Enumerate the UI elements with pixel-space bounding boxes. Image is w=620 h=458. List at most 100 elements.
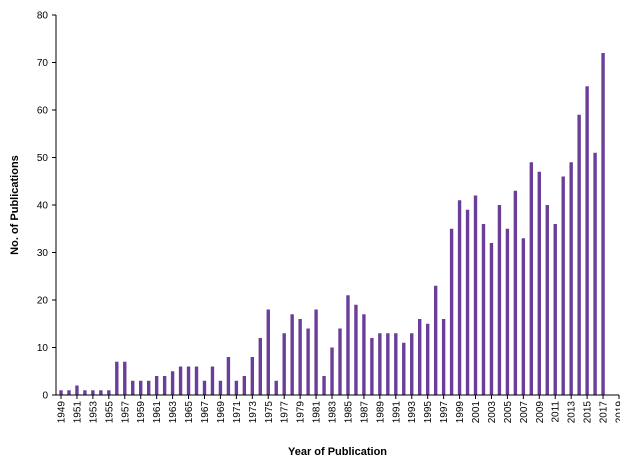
bar-2007 — [521, 238, 526, 395]
x-tick-label: 2009 — [535, 401, 546, 424]
x-tick-label: 2003 — [487, 401, 498, 424]
y-tick-label: 50 — [37, 153, 49, 164]
bar-1987 — [362, 314, 366, 395]
bar-2014 — [577, 114, 581, 395]
x-tick-label: 1993 — [407, 401, 418, 424]
x-tick-label: 1953 — [88, 401, 99, 424]
bar-1993 — [410, 333, 414, 395]
x-tick-label: 2007 — [519, 401, 530, 424]
x-tick-label: 1989 — [375, 401, 386, 424]
x-tick-label: 2015 — [583, 401, 594, 424]
bar-2002 — [481, 224, 486, 395]
bar-1975 — [266, 309, 270, 395]
y-tick-label: 70 — [37, 58, 49, 69]
bar-1972 — [242, 376, 247, 395]
bar-1978 — [290, 314, 294, 395]
x-tick-label: 1979 — [296, 401, 307, 424]
y-tick-label: 60 — [37, 106, 49, 117]
x-tick-label: 1981 — [312, 401, 323, 424]
x-tick-label: 1999 — [455, 401, 466, 424]
bar-1963 — [170, 371, 175, 395]
x-axis-ticks: 1949 1951 1953 1955 1957 1959 1961 1963 1965 1967… — [57, 395, 620, 423]
bars-group — [59, 53, 605, 395]
bar-1950 — [67, 390, 71, 395]
x-tick-label: 1955 — [104, 401, 115, 424]
bar-1974 — [258, 338, 262, 395]
bar-1977 — [282, 333, 286, 395]
y-tick-label: 20 — [37, 296, 49, 307]
bar-2011 — [553, 224, 557, 395]
bar-2003 — [489, 243, 494, 395]
bar-1997 — [441, 319, 446, 395]
bar-1949 — [59, 390, 63, 395]
bar-1992 — [402, 342, 406, 395]
y-tick-label: 80 — [37, 11, 49, 22]
x-tick-label: 1995 — [423, 401, 434, 424]
x-tick-label: 1965 — [184, 401, 195, 424]
bar-1989 — [378, 333, 382, 395]
x-tick-label: 1997 — [439, 401, 450, 424]
bar-1955 — [107, 390, 111, 395]
bar-2013 — [569, 162, 573, 395]
y-tick-label: 10 — [37, 343, 49, 354]
bar-1988 — [370, 338, 374, 395]
bar-1960 — [146, 380, 151, 395]
bar-2015 — [585, 86, 589, 395]
x-tick-label: 1987 — [359, 401, 370, 424]
x-tick-label: 2001 — [471, 401, 482, 424]
bar-1971 — [234, 380, 239, 395]
x-tick-label: 1969 — [216, 401, 227, 424]
x-tick-label: 1949 — [57, 401, 68, 424]
bar-1969 — [218, 380, 223, 395]
bar-2010 — [545, 205, 549, 395]
bar-1991 — [394, 333, 398, 395]
bar-1982 — [322, 376, 326, 395]
bar-1962 — [162, 376, 167, 395]
bar-1980 — [306, 328, 310, 395]
x-axis-title: Year of Publication — [288, 446, 387, 458]
x-tick-label: 1973 — [248, 401, 259, 424]
bar-2008 — [529, 162, 534, 395]
bar-2005 — [505, 228, 510, 395]
x-tick-label: 1975 — [264, 401, 275, 424]
bar-1958 — [131, 380, 135, 395]
bar-1990 — [386, 333, 390, 395]
bar-1964 — [178, 366, 183, 395]
x-tick-label: 1967 — [200, 401, 211, 424]
x-tick-label: 1971 — [232, 401, 243, 424]
x-tick-label: 1957 — [120, 401, 131, 424]
x-tick-label: 1963 — [168, 401, 179, 424]
bar-1979 — [298, 319, 302, 395]
bar-1959 — [139, 380, 143, 395]
x-tick-label: 2011 — [551, 401, 562, 423]
x-tick-label: 2005 — [503, 401, 514, 424]
x-tick-label: 1985 — [343, 401, 354, 424]
bar-1994 — [418, 319, 422, 395]
bar-1976 — [274, 380, 278, 395]
bar-1981 — [314, 309, 318, 395]
bar-2012 — [561, 176, 565, 395]
bar-1985 — [346, 295, 350, 395]
bar-1951 — [75, 385, 79, 395]
bar-1953 — [91, 390, 95, 395]
bar-1954 — [99, 390, 103, 395]
bar-1968 — [210, 366, 215, 395]
x-tick-label: 2017 — [599, 401, 610, 424]
x-tick-label: 2013 — [567, 401, 578, 424]
bar-1983 — [330, 347, 334, 395]
x-tick-label: 1983 — [328, 401, 339, 424]
bar-1998 — [449, 228, 454, 395]
bar-1970 — [226, 357, 231, 395]
bar-2000 — [465, 209, 470, 395]
x-tick-label: 1951 — [72, 401, 83, 424]
x-tick-label: 1959 — [136, 401, 147, 424]
y-axis-title: No. of Publications — [9, 155, 21, 255]
bar-1952 — [83, 390, 87, 395]
bar-1967 — [202, 380, 207, 395]
bar-1986 — [354, 304, 358, 395]
x-tick-label: 1961 — [152, 401, 163, 424]
bar-1956 — [115, 361, 119, 395]
y-axis-ticks: 0 10 20 30 40 50 60 70 80 — [37, 11, 56, 402]
bar-2016 — [593, 152, 597, 395]
